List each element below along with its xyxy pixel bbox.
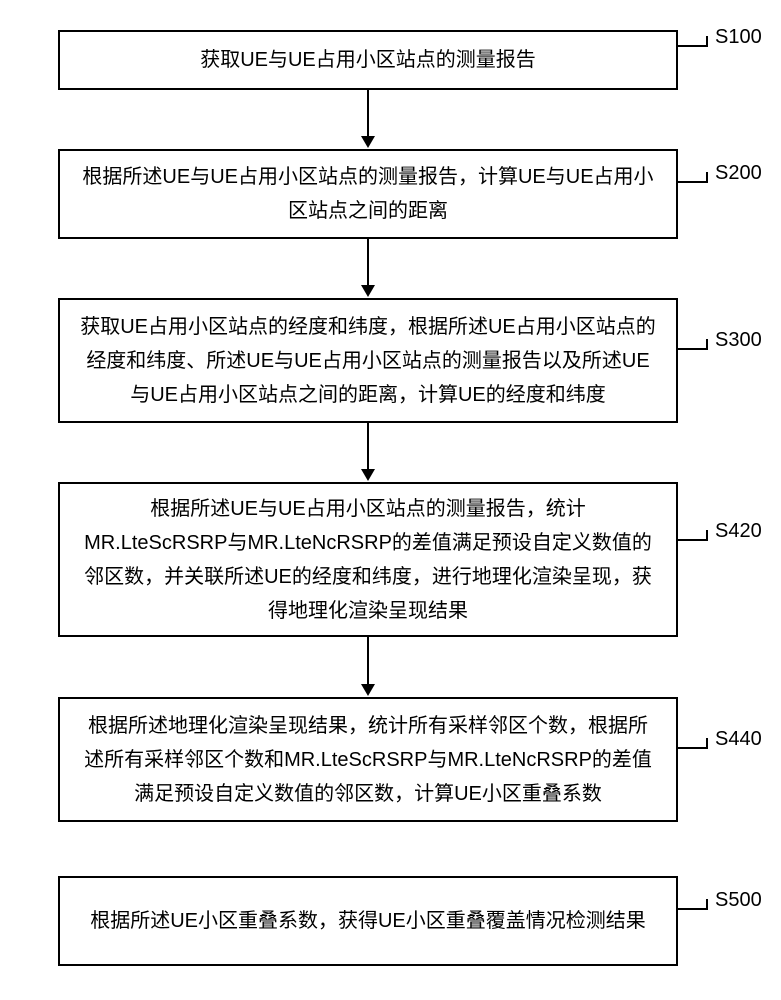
step-label-s420: S420 [715,520,762,543]
step-label-s500: S500 [715,889,762,912]
box-text: 根据所述UE与UE占用小区站点的测量报告，计算UE与UE占用小区站点之间的距离 [80,160,656,228]
arrow [361,637,375,696]
arrow [361,90,375,148]
box-text: 根据所述UE与UE占用小区站点的测量报告，统计MR.LteScRSRP与MR.L… [80,492,656,628]
flowchart-box-s100: 获取UE与UE占用小区站点的测量报告 [58,30,678,90]
flowchart-box-s300: 获取UE占用小区站点的经度和纬度，根据所述UE占用小区站点的经度和纬度、所述UE… [58,298,678,423]
step-label-s300: S300 [715,329,762,352]
flowchart-container: 获取UE与UE占用小区站点的测量报告 S100 根据所述UE与UE占用小区站点的… [0,0,781,1000]
arrow [361,423,375,481]
box-text: 根据所述UE小区重叠系数，获得UE小区重叠覆盖情况检测结果 [90,904,646,938]
step-label-s200: S200 [715,162,762,185]
flowchart-box-s200: 根据所述UE与UE占用小区站点的测量报告，计算UE与UE占用小区站点之间的距离 [58,149,678,239]
step-label-s100: S100 [715,26,762,49]
box-text: 根据所述地理化渲染呈现结果，统计所有采样邻区个数，根据所述所有采样邻区个数和MR… [80,709,656,811]
flowchart-box-s420: 根据所述UE与UE占用小区站点的测量报告，统计MR.LteScRSRP与MR.L… [58,482,678,637]
flowchart-box-s500: 根据所述UE小区重叠系数，获得UE小区重叠覆盖情况检测结果 [58,876,678,966]
box-text: 获取UE占用小区站点的经度和纬度，根据所述UE占用小区站点的经度和纬度、所述UE… [80,310,656,412]
step-label-s440: S440 [715,728,762,751]
arrow [361,239,375,297]
box-text: 获取UE与UE占用小区站点的测量报告 [200,43,536,77]
flowchart-box-s440: 根据所述地理化渲染呈现结果，统计所有采样邻区个数，根据所述所有采样邻区个数和MR… [58,697,678,822]
